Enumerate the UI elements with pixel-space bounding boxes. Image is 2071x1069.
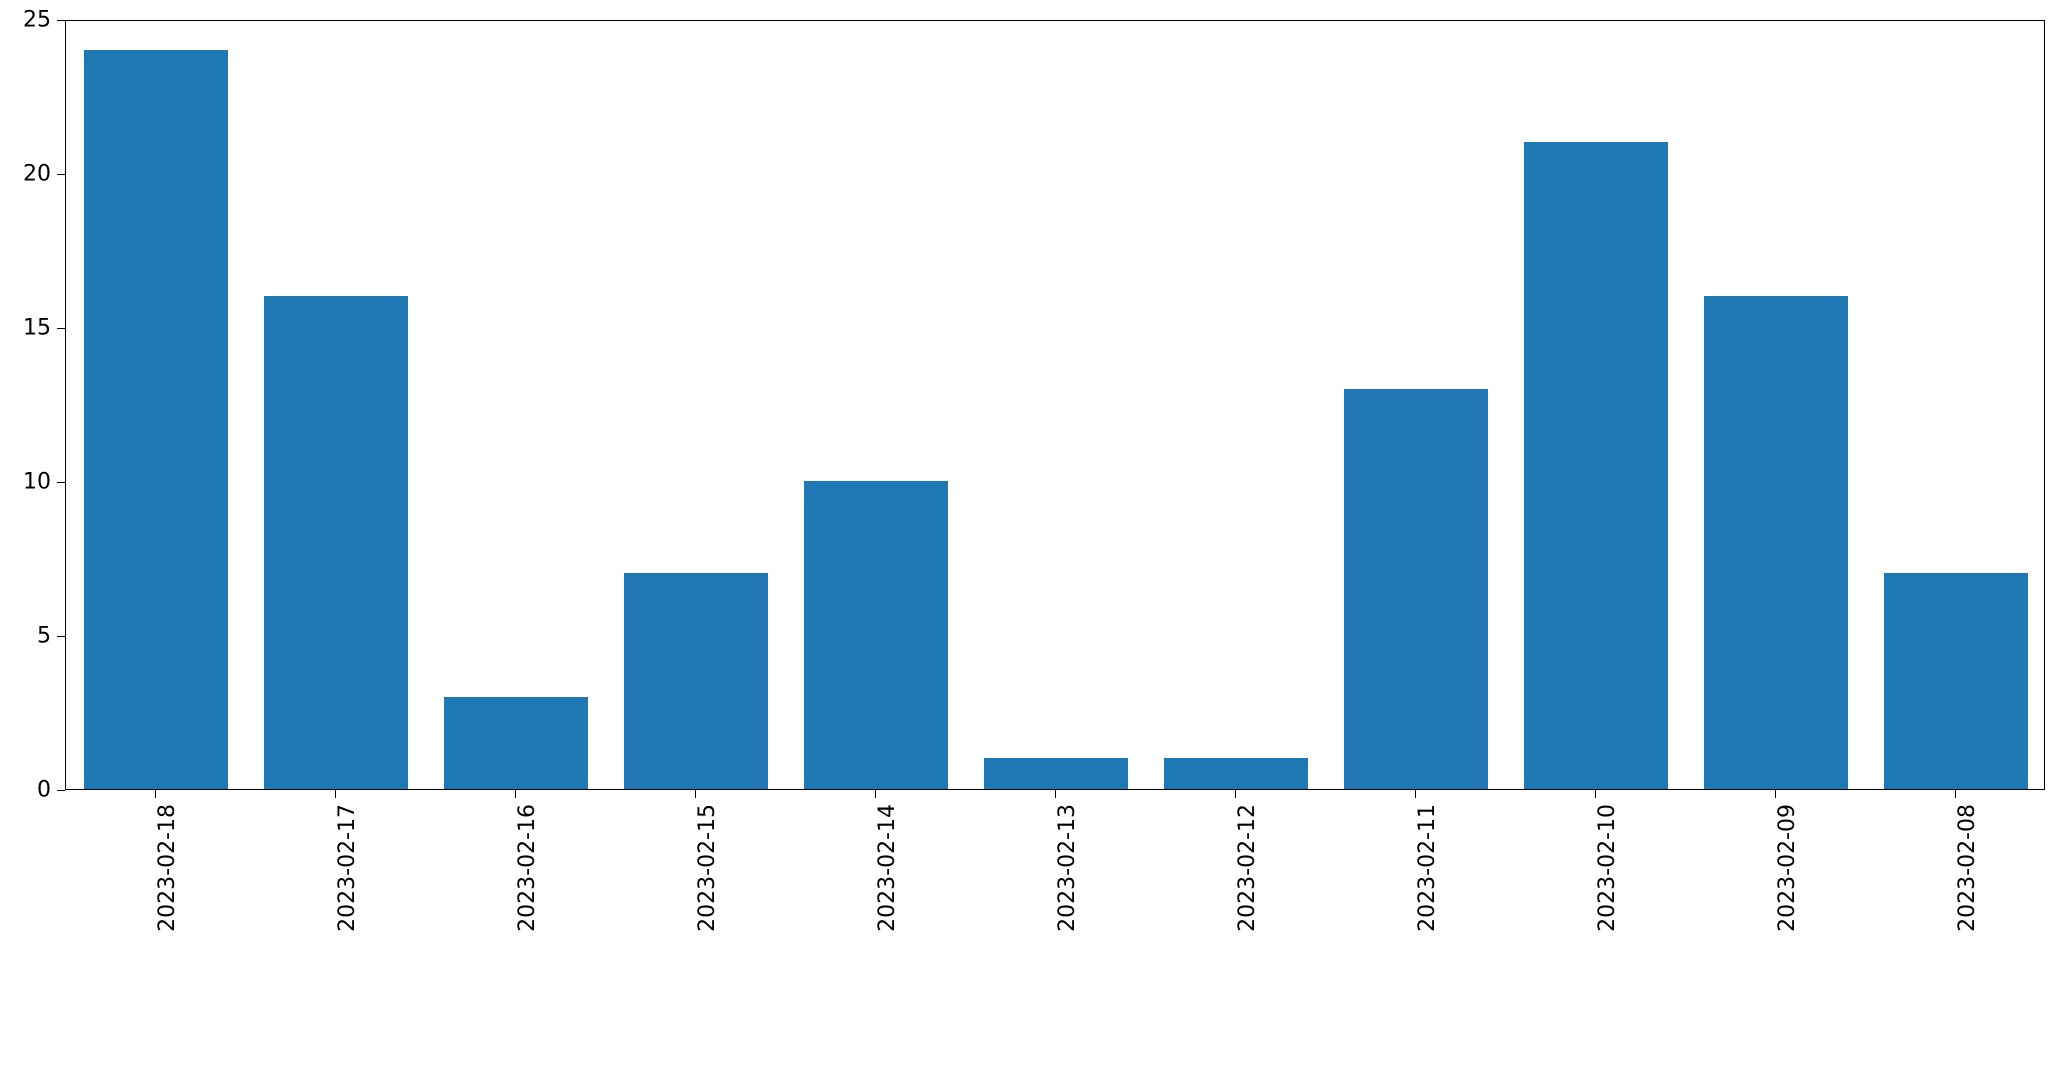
x-tick-mark <box>335 790 336 798</box>
x-tick-label: 2023-02-15 <box>695 804 720 932</box>
bar <box>1884 573 2028 789</box>
x-tick-label: 2023-02-17 <box>335 804 360 932</box>
x-tick-mark <box>1595 790 1596 798</box>
x-tick-label: 2023-02-18 <box>155 804 180 932</box>
y-tick-mark <box>57 174 65 175</box>
bar <box>264 296 408 789</box>
x-tick-mark <box>1235 790 1236 798</box>
bar <box>84 50 228 789</box>
y-tick-label: 20 <box>0 162 51 187</box>
y-tick-mark <box>57 328 65 329</box>
x-tick-label: 2023-02-08 <box>1955 804 1980 932</box>
x-tick-mark <box>1775 790 1776 798</box>
y-tick-mark <box>57 482 65 483</box>
x-tick-mark <box>1415 790 1416 798</box>
x-tick-mark <box>1055 790 1056 798</box>
x-tick-mark <box>155 790 156 798</box>
x-tick-label: 2023-02-09 <box>1775 804 1800 932</box>
bar <box>804 481 948 789</box>
bar <box>444 697 588 789</box>
x-tick-mark <box>1955 790 1956 798</box>
bar <box>1164 758 1308 789</box>
y-tick-label: 5 <box>0 624 51 649</box>
y-tick-label: 15 <box>0 316 51 341</box>
x-tick-label: 2023-02-12 <box>1235 804 1260 932</box>
x-tick-label: 2023-02-14 <box>875 804 900 932</box>
y-tick-mark <box>57 790 65 791</box>
y-tick-mark <box>57 20 65 21</box>
x-tick-label: 2023-02-11 <box>1415 804 1440 932</box>
x-tick-mark <box>875 790 876 798</box>
x-tick-label: 2023-02-10 <box>1595 804 1620 932</box>
bar-chart: 0 5 10 15 20 25 2023-02-18 2023-02-17 2023-02-16… <box>0 0 2071 1069</box>
x-tick-mark <box>695 790 696 798</box>
x-tick-label: 2023-02-16 <box>515 804 540 932</box>
bar <box>984 758 1128 789</box>
y-tick-label: 0 <box>0 778 51 803</box>
y-tick-mark <box>57 636 65 637</box>
bar <box>1524 142 1668 789</box>
x-tick-mark <box>515 790 516 798</box>
plot-area <box>65 20 2045 790</box>
bar <box>1704 296 1848 789</box>
x-tick-label: 2023-02-13 <box>1055 804 1080 932</box>
y-tick-label: 10 <box>0 470 51 495</box>
bar <box>624 573 768 789</box>
y-tick-label: 25 <box>0 8 51 33</box>
bar <box>1344 389 1488 789</box>
